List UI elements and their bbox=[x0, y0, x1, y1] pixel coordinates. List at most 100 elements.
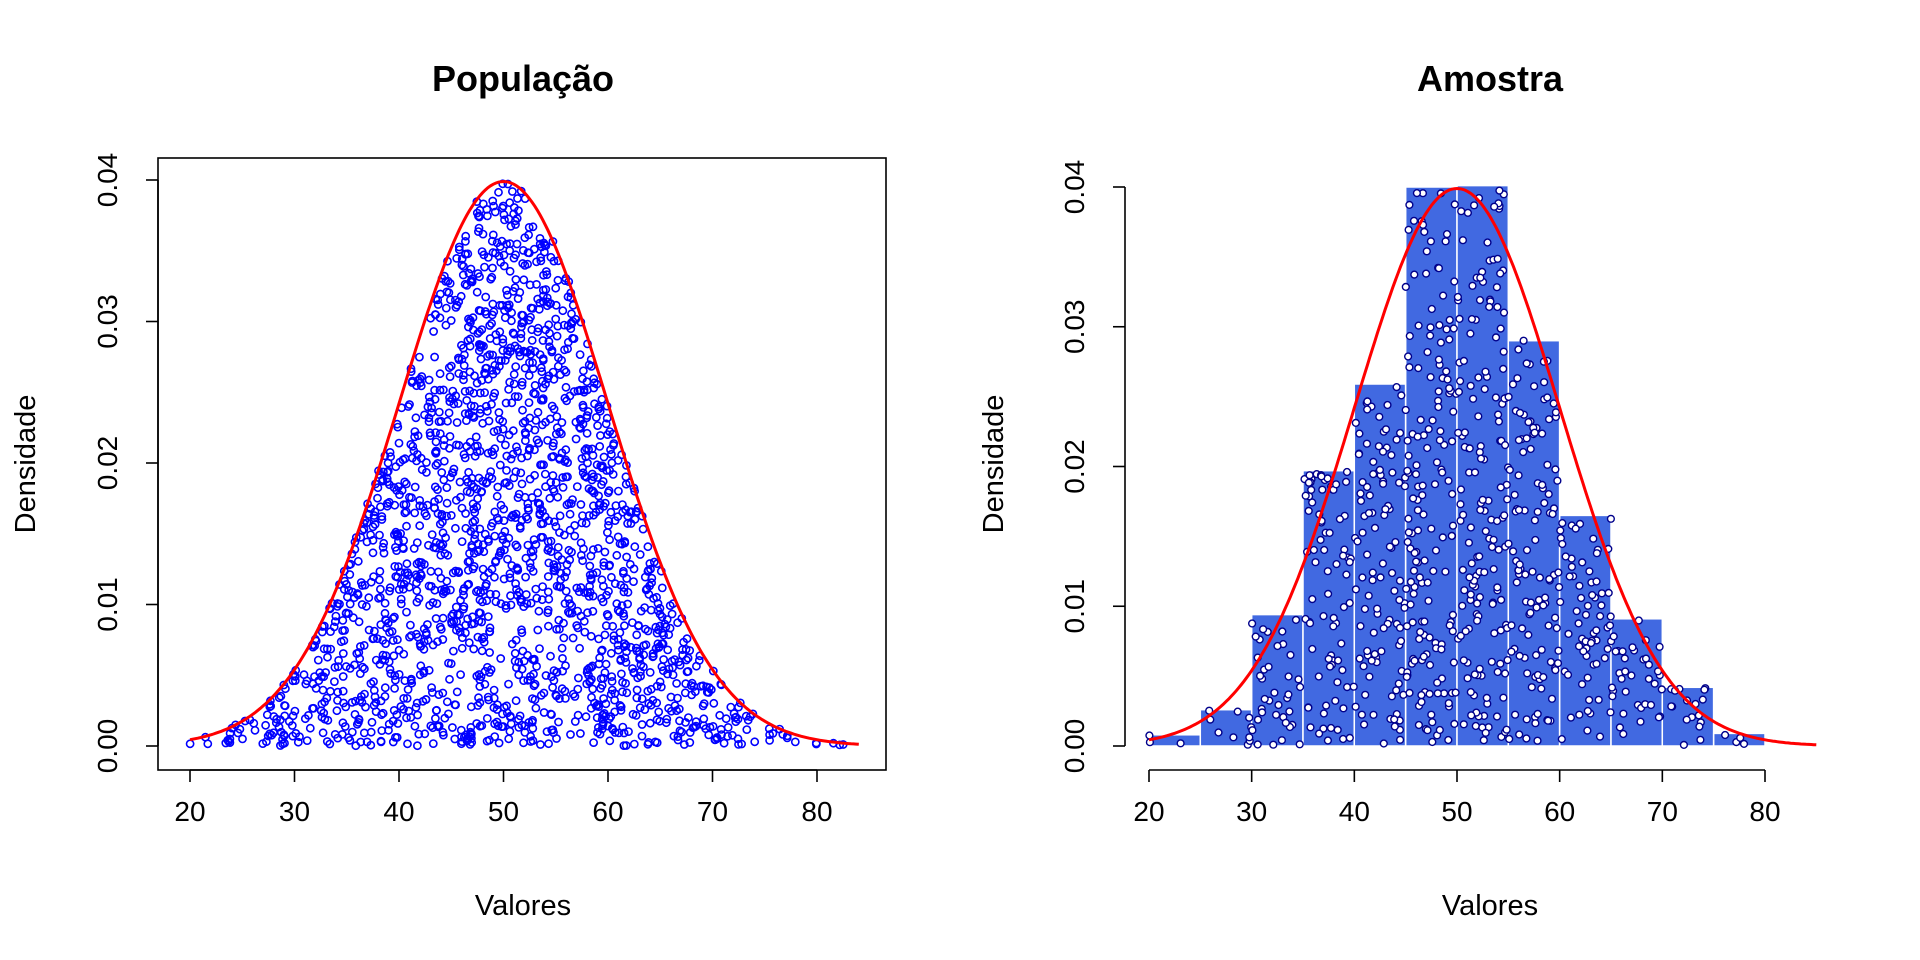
sample-point bbox=[1679, 740, 1689, 750]
sample-point bbox=[1514, 436, 1524, 445]
sample-point bbox=[1449, 324, 1458, 333]
data-point bbox=[430, 482, 440, 492]
sample-point bbox=[1428, 718, 1437, 727]
data-point bbox=[583, 608, 592, 618]
sample-point bbox=[1500, 441, 1510, 450]
sample-point bbox=[1539, 672, 1548, 682]
data-point bbox=[459, 350, 469, 360]
data-point bbox=[438, 385, 448, 395]
data-point bbox=[659, 655, 668, 664]
data-point bbox=[483, 252, 493, 262]
data-point bbox=[591, 412, 601, 422]
data-point bbox=[458, 270, 468, 280]
data-point bbox=[606, 507, 616, 517]
data-point bbox=[535, 509, 545, 518]
sample-point bbox=[1394, 478, 1404, 487]
data-point bbox=[399, 649, 409, 659]
data-point bbox=[485, 334, 495, 343]
data-point bbox=[376, 736, 386, 746]
data-point bbox=[434, 417, 444, 426]
data-point bbox=[359, 664, 369, 674]
data-point bbox=[433, 567, 443, 577]
data-point bbox=[518, 405, 527, 415]
y-axis: 0.000.010.020.030.04 bbox=[1059, 160, 1126, 773]
data-point bbox=[452, 617, 461, 627]
sample-point bbox=[1284, 690, 1293, 699]
sample-point bbox=[1491, 333, 1501, 342]
data-point bbox=[415, 495, 425, 505]
sample-point bbox=[1519, 448, 1528, 457]
data-point bbox=[466, 723, 476, 732]
data-point bbox=[654, 707, 664, 717]
sample-point bbox=[1359, 720, 1369, 729]
data-point bbox=[470, 516, 480, 525]
data-point bbox=[553, 275, 563, 285]
sample-point bbox=[1397, 391, 1406, 400]
data-point bbox=[303, 711, 313, 720]
data-point bbox=[557, 429, 566, 439]
sample-point bbox=[1251, 632, 1260, 641]
data-point bbox=[655, 677, 665, 687]
data-point bbox=[383, 618, 393, 628]
data-point bbox=[509, 379, 519, 389]
sample-point bbox=[1481, 728, 1490, 737]
data-point bbox=[526, 312, 535, 322]
data-point bbox=[487, 272, 497, 282]
data-point bbox=[480, 262, 489, 272]
data-point bbox=[575, 350, 585, 359]
sample-point bbox=[1615, 723, 1625, 732]
sample-point bbox=[1395, 428, 1405, 438]
data-point bbox=[488, 263, 497, 273]
data-point bbox=[576, 500, 586, 509]
data-point bbox=[532, 257, 541, 267]
sample-point bbox=[1277, 736, 1287, 745]
x-tick-label: 20 bbox=[1133, 796, 1164, 827]
data-point bbox=[623, 587, 633, 597]
data-point bbox=[265, 729, 275, 739]
data-point bbox=[528, 222, 538, 232]
sample-point bbox=[1233, 707, 1242, 716]
data-point bbox=[549, 560, 559, 569]
data-point bbox=[412, 698, 422, 708]
data-point bbox=[427, 408, 436, 418]
data-point bbox=[528, 358, 537, 367]
sample-point bbox=[1508, 380, 1518, 389]
data-point bbox=[619, 569, 628, 578]
data-point bbox=[548, 683, 557, 692]
data-point bbox=[445, 372, 455, 381]
data-point bbox=[340, 626, 349, 635]
sample-point bbox=[1325, 662, 1335, 671]
data-point bbox=[364, 625, 374, 635]
sample-point bbox=[1404, 225, 1413, 234]
data-point bbox=[499, 210, 509, 219]
data-point bbox=[422, 500, 432, 510]
sample-point bbox=[1476, 454, 1486, 463]
data-point bbox=[392, 733, 402, 742]
data-point bbox=[369, 686, 379, 695]
data-point bbox=[431, 460, 441, 470]
data-point bbox=[469, 619, 479, 628]
sample-point bbox=[1409, 216, 1419, 225]
data-point bbox=[512, 563, 522, 573]
data-point bbox=[539, 460, 548, 470]
data-point bbox=[536, 740, 545, 749]
sample-point bbox=[1437, 645, 1446, 654]
data-point bbox=[478, 229, 488, 239]
data-point bbox=[565, 599, 575, 608]
data-point bbox=[454, 245, 464, 255]
data-point bbox=[505, 377, 515, 387]
data-point bbox=[497, 722, 507, 731]
data-point bbox=[392, 710, 402, 720]
data-point bbox=[415, 378, 425, 388]
data-point bbox=[765, 736, 774, 745]
data-point bbox=[489, 201, 498, 211]
data-point bbox=[518, 418, 528, 428]
sample-point bbox=[1390, 715, 1399, 724]
data-point bbox=[538, 582, 547, 591]
data-point bbox=[575, 643, 584, 653]
sample-point bbox=[1476, 505, 1485, 515]
data-point bbox=[488, 369, 498, 379]
sample-point bbox=[1429, 566, 1438, 576]
data-point bbox=[350, 660, 359, 670]
sample-point bbox=[1604, 588, 1613, 598]
